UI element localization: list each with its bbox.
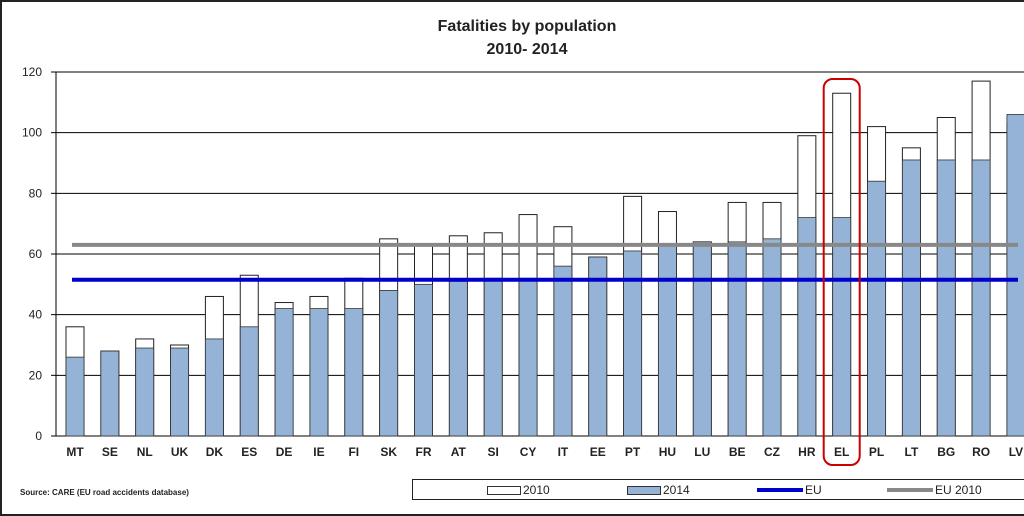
bar-2014 bbox=[727, 241, 747, 437]
x-tick-label: ES bbox=[241, 445, 257, 459]
y-tick-label: 120 bbox=[22, 65, 42, 79]
y-tick-label: 40 bbox=[29, 308, 43, 322]
bar-2014 bbox=[588, 256, 608, 437]
legend-item-eu: EU bbox=[757, 483, 822, 497]
x-tick-label: IE bbox=[313, 445, 324, 459]
x-tick-label: SK bbox=[380, 445, 397, 459]
bar-2014 bbox=[448, 280, 468, 437]
x-tick-label: LV bbox=[1009, 445, 1023, 459]
legend: 2010 2014 EU EU 2010 bbox=[412, 479, 1024, 500]
legend-item-eu2010: EU 2010 bbox=[887, 483, 982, 497]
bar-2014 bbox=[692, 241, 712, 437]
x-tick-label: SE bbox=[102, 445, 118, 459]
x-tick-label: SI bbox=[488, 445, 499, 459]
x-tick-label: BE bbox=[729, 445, 746, 459]
x-tick-label: IT bbox=[558, 445, 569, 459]
legend-label-eu: EU bbox=[805, 483, 822, 497]
bar-2014 bbox=[658, 244, 677, 437]
bar-2014 bbox=[274, 308, 294, 437]
y-tick-label: 20 bbox=[29, 368, 43, 382]
y-tick-label: 0 bbox=[35, 429, 42, 443]
bar-2014 bbox=[1006, 114, 1024, 437]
chart-subtitle: 2010- 2014 bbox=[486, 41, 568, 58]
bar-2014 bbox=[204, 338, 224, 437]
x-tick-label: CY bbox=[520, 445, 537, 459]
bar-2014 bbox=[623, 250, 642, 437]
bar-2014 bbox=[170, 347, 189, 437]
legend-swatch-2014 bbox=[627, 485, 661, 495]
bar-2014 bbox=[379, 289, 399, 437]
x-tick-label: EL bbox=[834, 445, 849, 459]
legend-label-eu2010: EU 2010 bbox=[935, 483, 982, 497]
chart-title: Fatalities by population bbox=[437, 18, 617, 35]
x-tick-label: CZ bbox=[764, 445, 780, 459]
bar-2014 bbox=[414, 283, 433, 437]
bar-2014 bbox=[65, 356, 85, 437]
x-tick-label: HR bbox=[798, 445, 816, 459]
bar-2014 bbox=[100, 350, 120, 437]
bar-2014 bbox=[936, 159, 956, 437]
legend-swatch-eu bbox=[757, 488, 803, 492]
x-tick-label: MT bbox=[66, 445, 84, 459]
legend-swatch-2010 bbox=[487, 485, 521, 495]
bar-2014 bbox=[239, 326, 259, 437]
bar-2014 bbox=[344, 308, 364, 437]
x-tick-label: FI bbox=[348, 445, 359, 459]
x-tick-label: AT bbox=[451, 445, 467, 459]
x-tick-label: EE bbox=[590, 445, 606, 459]
legend-swatch-eu2010 bbox=[887, 488, 933, 492]
highlight-box bbox=[822, 78, 861, 466]
x-tick-label: LU bbox=[694, 445, 710, 459]
bar-2014 bbox=[518, 277, 538, 437]
y-tick-label: 80 bbox=[29, 186, 43, 200]
bar-2014 bbox=[762, 238, 782, 437]
x-tick-label: HU bbox=[659, 445, 676, 459]
bar-2014 bbox=[553, 265, 573, 437]
x-tick-label: UK bbox=[171, 445, 189, 459]
x-tick-label: LT bbox=[905, 445, 919, 459]
x-tick-label: BG bbox=[937, 445, 955, 459]
x-tick-label: PT bbox=[625, 445, 641, 459]
legend-item-2010: 2010 bbox=[487, 483, 550, 497]
bar-2014 bbox=[867, 180, 886, 437]
bar-2014 bbox=[832, 217, 852, 437]
y-tick-label: 60 bbox=[29, 247, 43, 261]
bar-2014 bbox=[135, 347, 155, 437]
legend-label-2010: 2010 bbox=[523, 483, 550, 497]
y-tick-label: 100 bbox=[22, 126, 42, 140]
legend-label-2014: 2014 bbox=[663, 483, 690, 497]
x-tick-label: RO bbox=[972, 445, 990, 459]
x-tick-label: FR bbox=[416, 445, 432, 459]
bar-2014 bbox=[309, 308, 329, 437]
x-tick-label: DK bbox=[206, 445, 224, 459]
x-tick-label: NL bbox=[137, 445, 153, 459]
bar-2014 bbox=[902, 159, 921, 437]
source-note: Source: CARE (EU road accidents database… bbox=[20, 488, 189, 497]
x-tick-label: PL bbox=[869, 445, 884, 459]
bar-2014 bbox=[971, 159, 991, 437]
bar-2014 bbox=[483, 277, 503, 437]
legend-item-2014: 2014 bbox=[627, 483, 690, 497]
bar-2014 bbox=[797, 217, 817, 437]
x-tick-label: DE bbox=[276, 445, 293, 459]
